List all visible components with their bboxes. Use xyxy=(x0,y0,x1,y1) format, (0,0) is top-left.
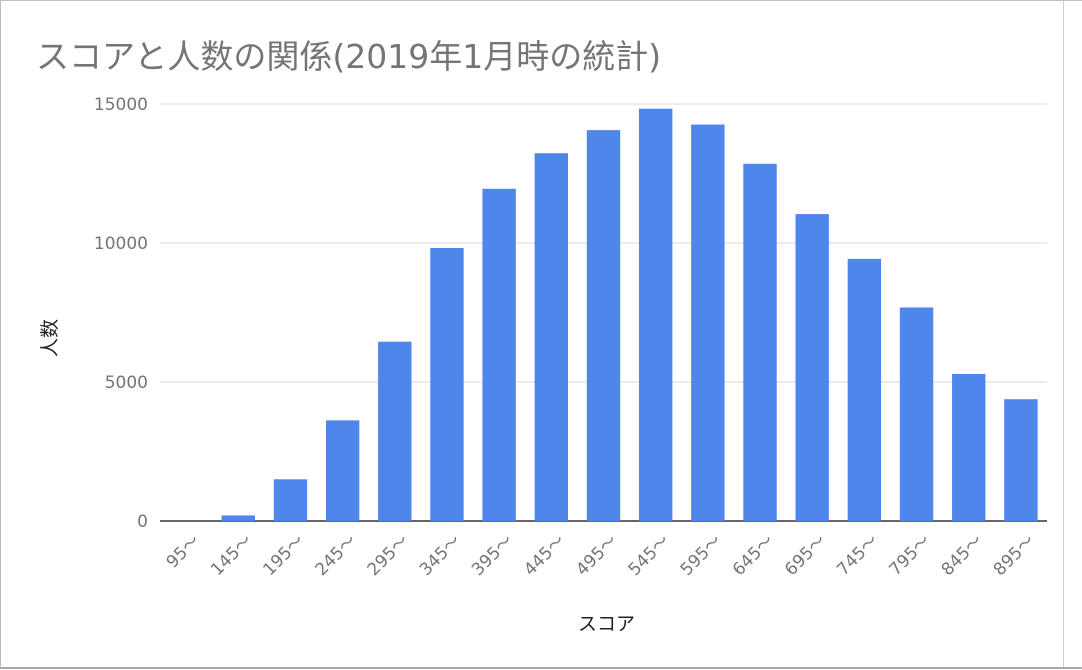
x-tick-label: 895～ xyxy=(990,531,1039,580)
x-tick-label: 495～ xyxy=(572,531,621,580)
x-tick-labels: 95～ 145～ 195～ 245～ 295～ 345～ 395～ 445～ 495～ 545～ 5… xyxy=(163,531,1039,580)
x-tick-label: 195～ xyxy=(259,531,308,580)
y-axis-title: 人数 xyxy=(39,319,61,357)
x-tick-label: 395～ xyxy=(468,531,517,580)
bar xyxy=(847,258,882,521)
bar xyxy=(952,373,986,521)
right-scroll-edge xyxy=(1063,1,1082,667)
bar xyxy=(430,248,464,521)
y-tick-label: 10000 xyxy=(94,234,148,254)
x-tick-label: 445～ xyxy=(520,531,569,580)
x-tick-label: 795～ xyxy=(885,531,934,580)
bar xyxy=(899,307,934,521)
x-tick-label: 645～ xyxy=(729,531,778,580)
bar xyxy=(691,124,725,522)
bar xyxy=(273,479,308,521)
x-tick-label: 145～ xyxy=(207,531,256,580)
bar xyxy=(586,130,621,521)
bar xyxy=(325,420,360,521)
x-tick-label: 845～ xyxy=(938,531,987,580)
x-tick-label: 245～ xyxy=(312,531,361,580)
y-tick-label: 5000 xyxy=(105,373,148,393)
bars xyxy=(221,108,1038,522)
x-axis-title: スコア xyxy=(578,613,635,635)
bar xyxy=(221,515,255,521)
x-tick-label: 345～ xyxy=(416,531,465,580)
bar xyxy=(795,214,829,521)
bar xyxy=(1004,399,1038,521)
y-tick-label: 15000 xyxy=(94,95,148,115)
y-tick-labels: 0 5000 10000 15000 xyxy=(94,95,148,532)
x-tick-label: 95～ xyxy=(163,531,204,572)
bar xyxy=(743,163,777,521)
x-tick-label: 545～ xyxy=(625,531,674,580)
bar xyxy=(378,341,412,521)
bar xyxy=(638,108,673,521)
x-tick-label: 595～ xyxy=(677,531,726,580)
x-tick-label: 745～ xyxy=(833,531,882,580)
x-tick-label: 695～ xyxy=(781,531,830,580)
bar xyxy=(534,153,569,521)
chart-title: スコアと人数の関係(2019年1月時の統計) xyxy=(36,37,662,76)
x-tick-label: 295～ xyxy=(364,531,413,580)
y-tick-label: 0 xyxy=(137,512,148,532)
bar xyxy=(482,188,516,522)
